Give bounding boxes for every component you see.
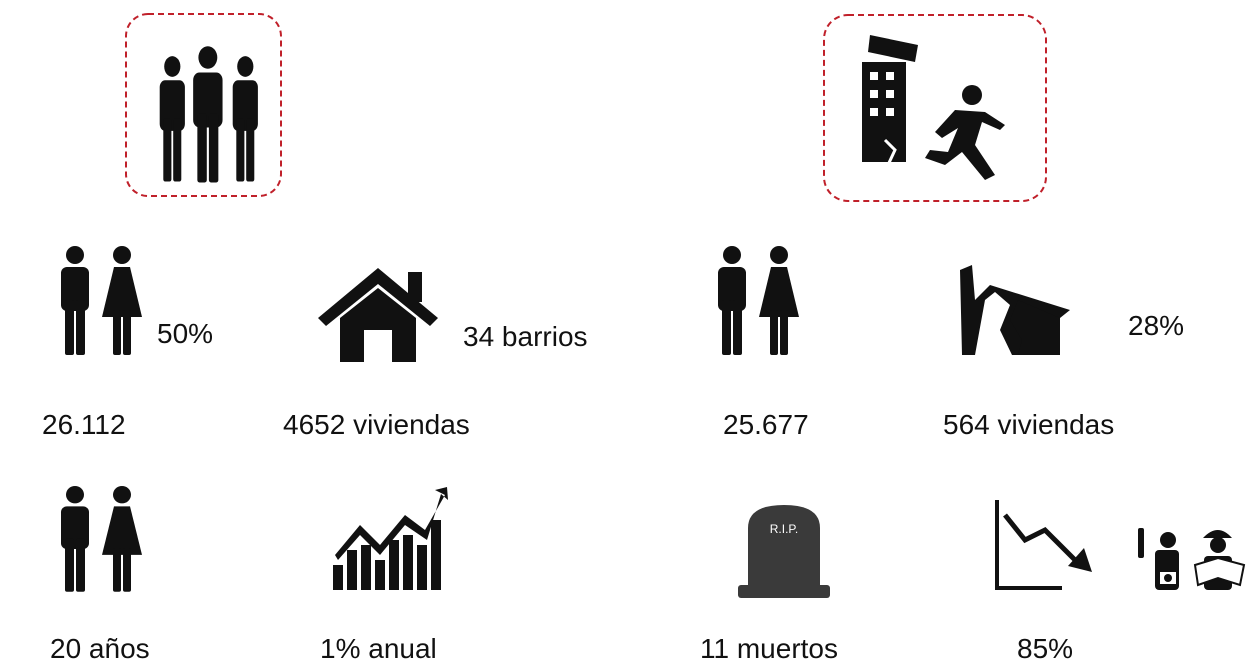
people-icon [159, 46, 258, 183]
stat-label: 34 barrios [463, 321, 588, 352]
stat-label: 11 muertos [700, 633, 838, 664]
broken-house-icon [960, 265, 1070, 355]
tombstone-text: R.I.P. [770, 522, 798, 536]
couple-icon [718, 246, 799, 355]
tombstone-icon: R.I.P. [738, 505, 830, 598]
decline-chart-icon [995, 500, 1092, 590]
growth-chart-icon [333, 487, 448, 590]
icon-frame [823, 14, 1047, 202]
icon-frame [125, 13, 282, 197]
stat-label: 26.112 [42, 409, 126, 440]
house-icon [318, 268, 438, 362]
couple-icon [61, 486, 142, 592]
stat-label: 564 viviendas [943, 409, 1114, 440]
stat-label: 1% anual [320, 633, 437, 664]
stat-label: 25.677 [723, 409, 809, 440]
stat-label: 4652 viviendas [283, 409, 470, 440]
stat-label: 28% [1128, 310, 1184, 341]
earthquake-icon [862, 35, 1005, 180]
stat-label: 50% [157, 318, 213, 349]
tourist-icon [1138, 528, 1246, 590]
stat-label: 85% [1017, 633, 1073, 664]
stat-label: 20 años [50, 633, 150, 664]
couple-icon [61, 246, 142, 355]
